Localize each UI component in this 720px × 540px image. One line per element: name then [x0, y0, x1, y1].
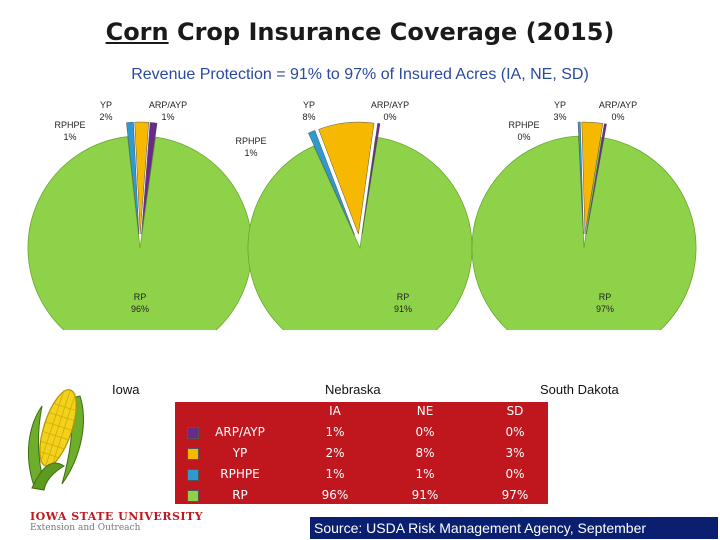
coverage-table: SD NE IA ARP/AYP 1% 0% 0% YP 2% 8% 3% RP…: [175, 402, 548, 504]
slice-label: ARP/AYP: [371, 100, 409, 110]
table-cell: 8%: [415, 446, 435, 460]
state-label-iowa: Iowa: [112, 382, 140, 397]
title-rest: Crop Insurance Coverage (2015): [168, 18, 615, 46]
state-label-south-dakota: South Dakota: [540, 382, 619, 397]
table-header-sd: SD: [506, 404, 524, 418]
slice-label: YP: [554, 100, 566, 110]
pie-slice-rphpe-0: [126, 121, 140, 235]
pie-slice-rp-1: [247, 136, 473, 330]
table-row-label: YP: [232, 446, 248, 460]
slice-label: RP: [397, 292, 410, 302]
table-cell: 96%: [321, 488, 349, 502]
slice-label: YP: [303, 100, 315, 110]
pie-slice-yp-0: [134, 121, 150, 235]
slice-label: YP: [100, 100, 112, 110]
table-row: YP 2% 8% 3%: [175, 444, 548, 464]
logo-line1: IOWA STATE UNIVERSITY: [30, 510, 204, 523]
pie-slice-rp-0: [27, 136, 253, 330]
slice-value-label: 2%: [99, 112, 112, 122]
slice-label: ARP/AYP: [149, 100, 187, 110]
corn-icon: [27, 389, 84, 491]
pie-slice-yp-2: [581, 121, 604, 235]
table-cell: 0%: [505, 467, 525, 481]
legend-swatch-yp: [187, 448, 199, 460]
slice-value-label: 8%: [302, 112, 315, 122]
table-cell: 0%: [505, 425, 525, 439]
pie-slice-rphpe-1: [308, 130, 355, 236]
pie-slice-arpayp-1: [361, 122, 381, 235]
table-cell: 91%: [411, 488, 439, 502]
source-note: Source: USDA Risk Management Agency, Sep…: [310, 517, 718, 539]
slice-value-label: 3%: [553, 112, 566, 122]
table-cell: 1%: [325, 425, 345, 439]
pie-slice-yp-1: [318, 121, 375, 235]
legend-swatch-rp: [187, 490, 199, 502]
pie-charts: RP 96% RPHPE 1% YP 2% ARP/AYP 1% RP 91% RPHPE 1% YP 8…: [27, 100, 697, 330]
table-row-label: RP: [232, 488, 248, 502]
slice-value-label: 0%: [611, 112, 624, 122]
table-cell: 97%: [501, 488, 529, 502]
state-label-nebraska: Nebraska: [325, 382, 381, 397]
table-cell: 1%: [415, 467, 435, 481]
page-title: Corn Crop Insurance Coverage (2015): [0, 18, 720, 46]
table-cell: 3%: [505, 446, 525, 460]
table-row: ARP/AYP 1% 0% 0%: [175, 423, 548, 443]
slice-value-label: 96%: [131, 304, 149, 314]
university-logo: IOWA STATE UNIVERSITY Extension and Outr…: [30, 510, 203, 533]
slice-label: RP: [599, 292, 612, 302]
slice-label: RPHPE: [235, 136, 266, 146]
slice-value-label: 0%: [383, 112, 396, 122]
table-header-row: SD NE IA: [175, 402, 548, 422]
pie-slice-rp-2: [471, 135, 697, 330]
slice-value-label: 97%: [596, 304, 614, 314]
table-cell: 1%: [325, 467, 345, 481]
pie-slice-arpayp-0: [141, 122, 158, 235]
table-cell: 2%: [325, 446, 345, 460]
table-row: RP 96% 91% 97%: [175, 486, 548, 506]
legend-swatch-arp: [187, 427, 199, 439]
subtitle: Revenue Protection = 91% to 97% of Insur…: [131, 66, 589, 83]
table-header-ne: NE: [416, 404, 434, 418]
slice-label: ARP/AYP: [599, 100, 637, 110]
table-row-label: ARP/AYP: [215, 425, 265, 439]
slice-label: RPHPE: [508, 120, 539, 130]
pie-slice-rphpe-2: [577, 121, 584, 235]
table-row-label: RPHPE: [220, 467, 260, 481]
slice-value-label: 0%: [517, 132, 530, 142]
legend-swatch-rphpe: [187, 469, 199, 481]
table-cell: 0%: [415, 425, 435, 439]
pie-slice-arpayp-2: [586, 123, 607, 235]
slice-value-label: 1%: [244, 148, 257, 158]
slice-value-label: 1%: [63, 132, 76, 142]
logo-line2: Extension and Outreach: [30, 523, 141, 533]
slice-value-label: 91%: [394, 304, 412, 314]
slice-label: RPHPE: [54, 120, 85, 130]
table-header-ia: IA: [329, 404, 341, 418]
slice-label: RP: [134, 292, 147, 302]
table-row: RPHPE 1% 1% 0%: [175, 465, 548, 485]
title-crop-word: Corn: [105, 18, 169, 46]
slice-value-label: 1%: [161, 112, 174, 122]
